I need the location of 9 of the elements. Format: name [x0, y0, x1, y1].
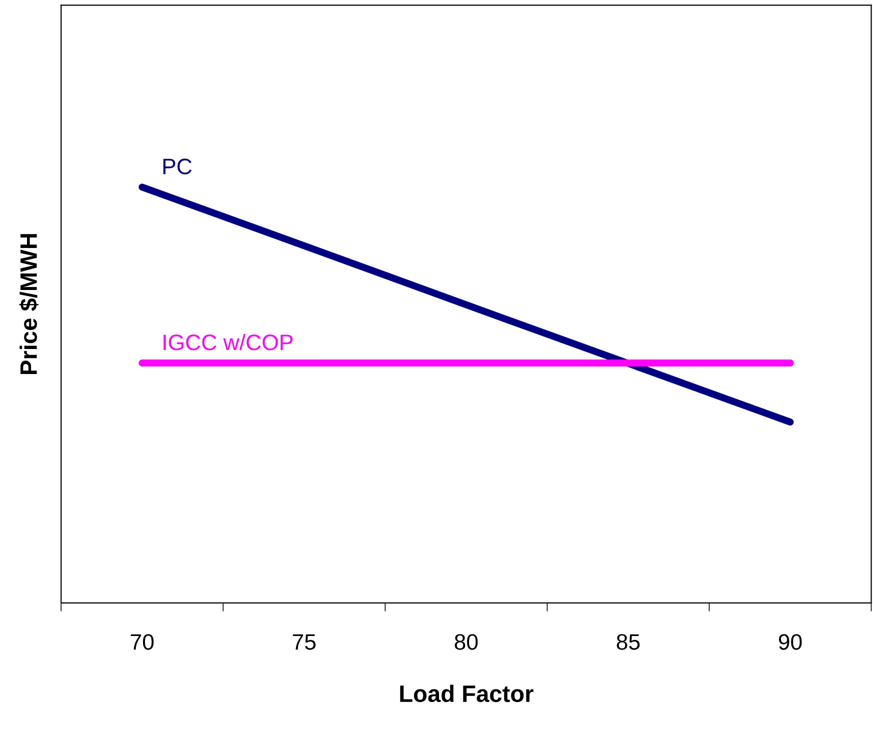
series-label: IGCC w/COP [164, 334, 293, 350]
series-label: PC [163, 158, 192, 174]
x-tick-label: 85 [616, 634, 640, 650]
x-axis-title: Load Factor [400, 684, 534, 702]
x-tick-label: 70 [130, 634, 154, 650]
x-tick-label: 90 [778, 634, 802, 650]
x-tick-label: 75 [292, 634, 316, 650]
y-axis-title: Price $/MWH [19, 234, 39, 374]
x-tick-label: 80 [454, 634, 478, 650]
